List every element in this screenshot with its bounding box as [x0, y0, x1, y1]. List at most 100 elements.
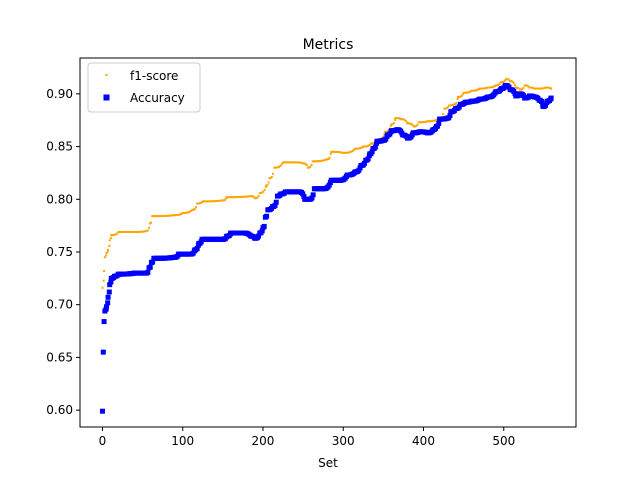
- data-point: [458, 95, 461, 98]
- data-point: [295, 161, 298, 164]
- data-point: [145, 229, 148, 232]
- data-point: [184, 211, 187, 214]
- data-point: [432, 119, 435, 122]
- data-point: [165, 214, 168, 217]
- data-point: [247, 195, 250, 198]
- y-tick-label: 0.85: [46, 140, 73, 154]
- data-point: [245, 195, 248, 198]
- data-point: [185, 211, 188, 214]
- data-point: [507, 78, 510, 81]
- data-point: [369, 149, 375, 155]
- data-point: [475, 89, 478, 92]
- data-point: [105, 254, 108, 257]
- data-point: [520, 88, 523, 91]
- data-point: [240, 195, 243, 198]
- data-point: [454, 103, 457, 106]
- data-point: [256, 233, 262, 239]
- data-point: [251, 195, 254, 198]
- data-point: [178, 213, 181, 216]
- data-point: [457, 96, 460, 99]
- data-point: [212, 200, 215, 203]
- data-point: [261, 191, 264, 194]
- data-point: [548, 95, 554, 101]
- data-point: [396, 117, 399, 120]
- data-point: [318, 160, 321, 163]
- data-point: [428, 120, 431, 123]
- data-point: [315, 160, 318, 163]
- data-point: [270, 175, 273, 178]
- data-point: [332, 150, 335, 153]
- data-point: [230, 196, 233, 199]
- legend-label-f1-score: f1-score: [130, 69, 178, 83]
- data-point: [451, 104, 454, 106]
- data-point: [148, 226, 151, 229]
- data-point: [231, 196, 234, 199]
- data-point: [510, 80, 513, 83]
- data-point: [229, 196, 232, 199]
- data-point: [246, 195, 249, 198]
- data-point: [415, 125, 418, 127]
- data-point: [276, 166, 279, 169]
- data-point: [193, 208, 196, 211]
- data-point: [283, 161, 286, 164]
- data-point: [326, 182, 332, 188]
- x-tick-label: 500: [492, 434, 515, 448]
- data-point: [471, 89, 474, 92]
- data-point: [304, 162, 307, 165]
- data-point: [105, 300, 111, 306]
- data-point: [545, 86, 548, 89]
- data-point: [210, 200, 213, 203]
- data-point: [391, 123, 394, 126]
- data-point: [312, 160, 315, 163]
- data-point: [460, 94, 463, 97]
- data-point: [459, 95, 462, 98]
- data-point: [421, 121, 424, 124]
- data-point: [186, 211, 189, 214]
- data-point: [383, 136, 389, 142]
- data-point: [490, 86, 493, 89]
- data-point: [444, 107, 447, 110]
- data-point: [327, 158, 330, 161]
- data-point: [446, 106, 449, 109]
- y-tick-label: 0.80: [46, 192, 73, 206]
- data-point: [219, 199, 222, 202]
- data-point: [538, 87, 541, 90]
- data-point: [310, 163, 313, 166]
- data-point: [106, 250, 109, 253]
- data-point: [349, 150, 352, 153]
- data-point: [465, 91, 468, 94]
- data-point: [414, 125, 417, 128]
- data-point: [412, 125, 415, 128]
- data-point: [145, 269, 151, 275]
- data-point: [436, 120, 442, 126]
- data-point: [227, 196, 230, 199]
- data-point: [500, 81, 503, 84]
- data-point: [370, 142, 373, 145]
- data-point: [151, 215, 154, 218]
- data-point: [448, 104, 451, 107]
- data-point: [517, 86, 520, 89]
- data-point: [135, 230, 138, 233]
- data-point: [278, 165, 281, 168]
- data-point: [353, 148, 356, 151]
- data-point: [103, 256, 106, 259]
- data-point: [128, 230, 131, 233]
- data-point: [546, 86, 549, 89]
- data-point: [329, 152, 332, 155]
- data-point: [339, 151, 342, 154]
- data-point: [306, 166, 309, 169]
- data-point: [255, 197, 258, 200]
- data-point: [445, 107, 448, 110]
- data-point: [402, 118, 405, 121]
- data-point: [338, 151, 341, 154]
- data-point: [453, 103, 456, 106]
- data-point: [207, 200, 210, 203]
- data-point: [133, 230, 136, 233]
- data-point: [326, 158, 329, 161]
- data-point: [305, 164, 308, 167]
- data-point: [116, 232, 119, 235]
- data-point: [290, 161, 293, 164]
- data-point: [320, 159, 323, 162]
- data-point: [426, 120, 429, 123]
- data-point: [106, 289, 112, 295]
